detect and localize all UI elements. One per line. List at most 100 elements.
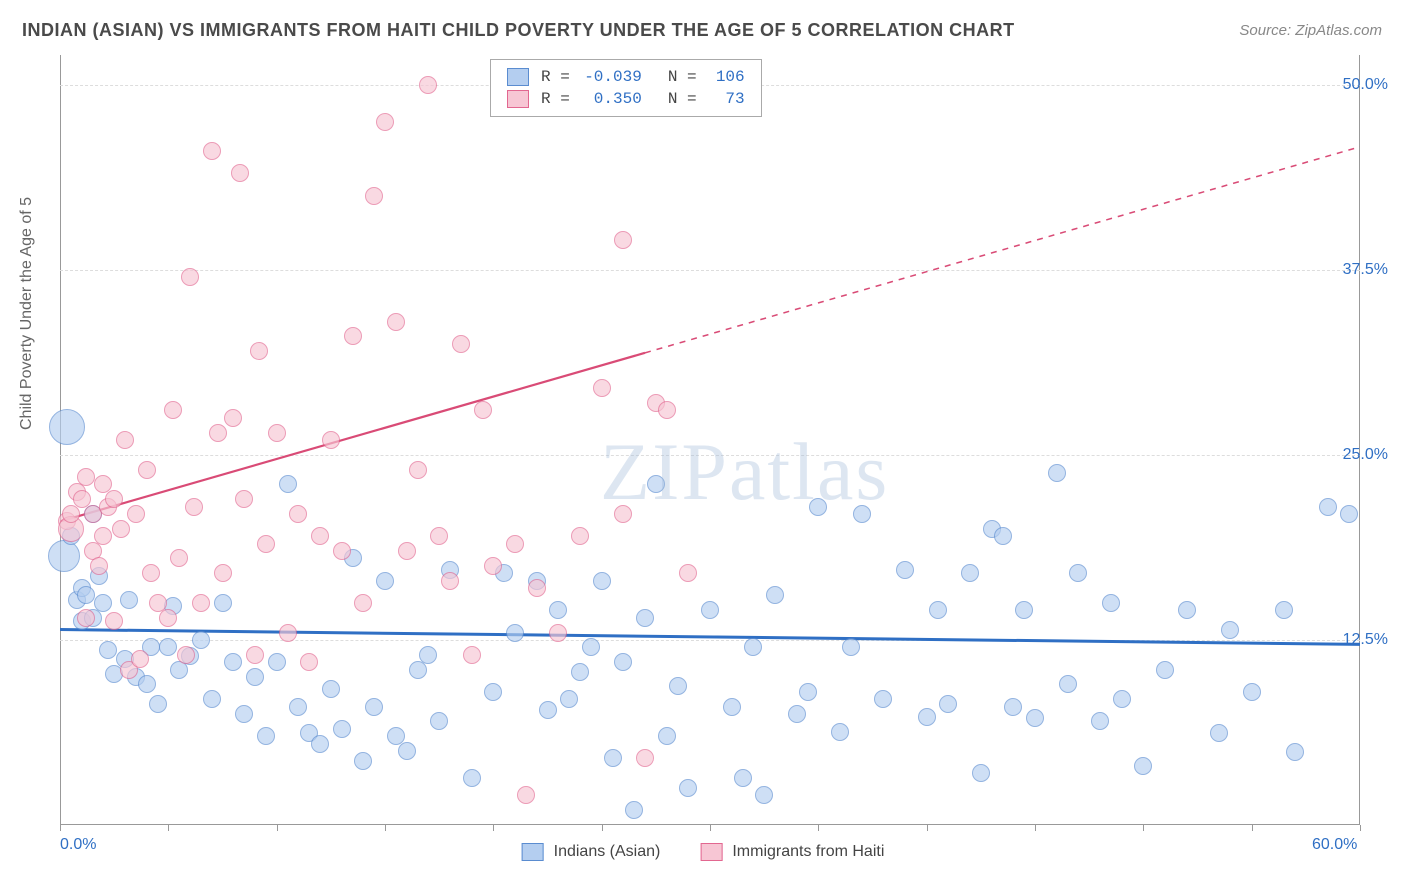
legend-r-label: R = [541, 88, 570, 110]
data-point-haiti [268, 424, 286, 442]
data-point-indians [679, 779, 697, 797]
legend-swatch [507, 90, 529, 108]
data-point-haiti [138, 461, 156, 479]
data-point-indians [842, 638, 860, 656]
data-point-indians [354, 752, 372, 770]
data-point-haiti [344, 327, 362, 345]
legend-r-label: R = [541, 66, 570, 88]
data-point-haiti [463, 646, 481, 664]
data-point-indians [506, 624, 524, 642]
data-point-haiti [679, 564, 697, 582]
data-point-indians [853, 505, 871, 523]
x-tick [1360, 825, 1361, 831]
data-point-indians [647, 475, 665, 493]
data-point-haiti [209, 424, 227, 442]
data-point-indians [1059, 675, 1077, 693]
data-point-indians [333, 720, 351, 738]
data-point-haiti [474, 401, 492, 419]
data-point-indians [235, 705, 253, 723]
data-point-haiti [164, 401, 182, 419]
data-point-haiti [506, 535, 524, 553]
data-point-indians [723, 698, 741, 716]
data-point-indians [625, 801, 643, 819]
x-tick [1252, 825, 1253, 831]
data-point-indians [149, 695, 167, 713]
data-point-indians [1134, 757, 1152, 775]
legend-n-label: N = [668, 66, 697, 88]
data-point-indians [430, 712, 448, 730]
data-point-haiti [246, 646, 264, 664]
source-link[interactable]: ZipAtlas.com [1295, 22, 1382, 39]
data-point-indians [1221, 621, 1239, 639]
data-point-indians [636, 609, 654, 627]
data-point-haiti [333, 542, 351, 560]
x-tick [927, 825, 928, 831]
data-point-indians [94, 594, 112, 612]
x-tick [710, 825, 711, 831]
data-point-haiti [235, 490, 253, 508]
data-point-indians [539, 701, 557, 719]
data-point-indians [1319, 498, 1337, 516]
source-attribution: Source: ZipAtlas.com [1239, 22, 1382, 39]
data-point-indians [1178, 601, 1196, 619]
data-point-indians [1048, 464, 1066, 482]
data-point-indians [409, 661, 427, 679]
data-point-haiti [203, 142, 221, 160]
data-point-indians [1210, 724, 1228, 742]
data-point-indians [658, 727, 676, 745]
data-point-indians [766, 586, 784, 604]
data-point-indians [192, 631, 210, 649]
legend-swatch [700, 843, 722, 861]
x-tick-label: 60.0% [1312, 836, 1357, 854]
data-point-indians [1004, 698, 1022, 716]
grid-line [60, 455, 1360, 456]
data-point-haiti [192, 594, 210, 612]
chart-title: INDIAN (ASIAN) VS IMMIGRANTS FROM HAITI … [22, 20, 1015, 41]
data-point-indians [279, 475, 297, 493]
data-point-indians [614, 653, 632, 671]
data-point-haiti [549, 624, 567, 642]
data-point-haiti [311, 527, 329, 545]
data-point-indians [289, 698, 307, 716]
data-point-indians [755, 786, 773, 804]
data-point-indians [560, 690, 578, 708]
data-point-indians [799, 683, 817, 701]
data-point-indians [419, 646, 437, 664]
x-tick-label: 0.0% [60, 836, 96, 854]
y-axis-line-right [1359, 55, 1360, 825]
data-point-indians [788, 705, 806, 723]
data-point-haiti [398, 542, 416, 560]
data-point-indians [484, 683, 502, 701]
data-point-haiti [658, 401, 676, 419]
data-point-indians [376, 572, 394, 590]
data-point-indians [1113, 690, 1131, 708]
x-tick [602, 825, 603, 831]
data-point-indians [268, 653, 286, 671]
legend-r-value: -0.039 [582, 66, 642, 88]
data-point-indians [874, 690, 892, 708]
legend-label: Immigrants from Haiti [732, 843, 884, 861]
x-tick [1035, 825, 1036, 831]
legend-label: Indians (Asian) [554, 843, 661, 861]
trend-dashed-haiti [645, 147, 1360, 353]
data-point-haiti [441, 572, 459, 590]
trend-lines [60, 55, 1360, 825]
data-point-haiti [300, 653, 318, 671]
watermark: ZIPatlas [600, 425, 889, 519]
data-point-indians [582, 638, 600, 656]
data-point-haiti [636, 749, 654, 767]
data-point-indians [246, 668, 264, 686]
data-point-haiti [484, 557, 502, 575]
data-point-haiti [177, 646, 195, 664]
data-point-indians [744, 638, 762, 656]
data-point-haiti [419, 76, 437, 94]
data-point-haiti [170, 549, 188, 567]
data-point-haiti [614, 231, 632, 249]
data-point-haiti [376, 113, 394, 131]
grid-line [60, 640, 1360, 641]
source-prefix: Source: [1239, 22, 1295, 39]
data-point-indians [159, 638, 177, 656]
data-point-indians [1340, 505, 1358, 523]
data-point-indians [896, 561, 914, 579]
data-point-haiti [131, 650, 149, 668]
